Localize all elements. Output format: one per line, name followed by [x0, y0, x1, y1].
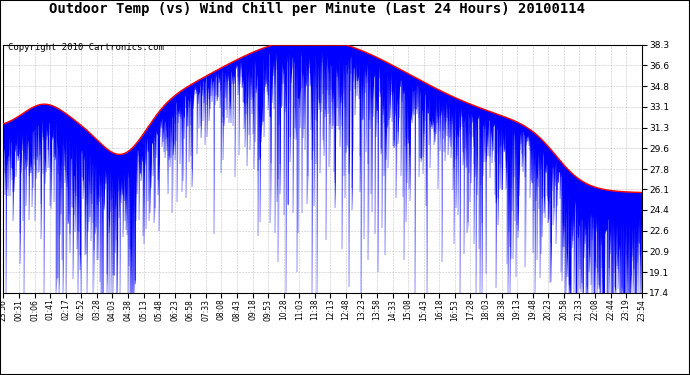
Text: Outdoor Temp (vs) Wind Chill per Minute (Last 24 Hours) 20100114: Outdoor Temp (vs) Wind Chill per Minute … — [50, 2, 585, 16]
Text: Copyright 2010 Cartronics.com: Copyright 2010 Cartronics.com — [8, 43, 164, 52]
